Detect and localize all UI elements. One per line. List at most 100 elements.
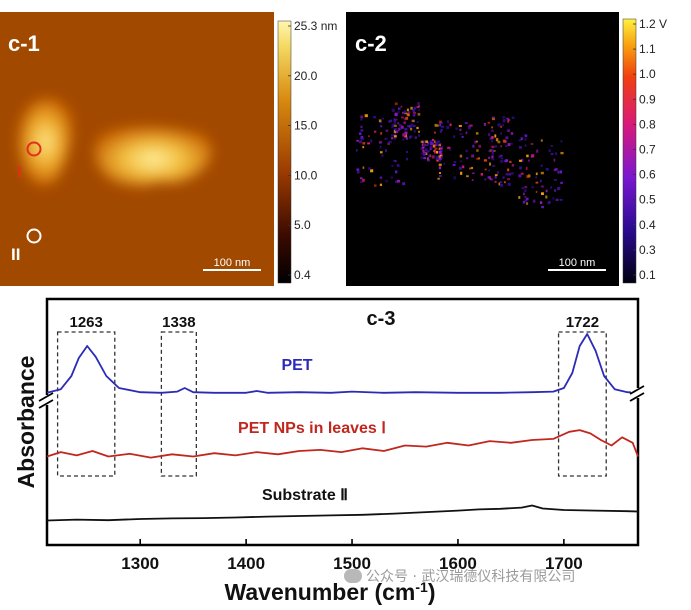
x-tick-label: 1400 bbox=[227, 554, 265, 573]
speckle bbox=[553, 179, 557, 181]
peak-box-label: 1263 bbox=[70, 314, 103, 331]
speckle bbox=[455, 127, 458, 130]
speckle bbox=[393, 160, 396, 162]
speckle bbox=[447, 120, 449, 124]
speckle bbox=[406, 112, 410, 116]
c2-signal-speckles bbox=[356, 102, 564, 209]
speckle bbox=[412, 114, 415, 117]
speckle bbox=[391, 109, 395, 112]
speckle bbox=[491, 126, 493, 129]
speckle bbox=[427, 141, 429, 145]
speckle bbox=[510, 142, 514, 145]
speckle bbox=[510, 132, 514, 135]
speckle bbox=[489, 176, 492, 180]
speckle bbox=[385, 149, 387, 153]
speckle bbox=[395, 180, 399, 183]
speckle bbox=[508, 173, 512, 176]
speckle bbox=[356, 170, 360, 174]
speckle bbox=[439, 129, 443, 133]
speckle bbox=[437, 156, 439, 160]
speckle bbox=[390, 176, 394, 179]
speckle bbox=[438, 166, 441, 170]
speckle bbox=[432, 144, 436, 148]
speckle bbox=[356, 168, 360, 171]
speckle bbox=[493, 150, 496, 152]
speckle bbox=[436, 143, 440, 147]
colorbar-tick-label: 15.0 bbox=[294, 119, 318, 133]
speckle bbox=[435, 158, 439, 161]
speckle bbox=[535, 172, 538, 176]
speckle bbox=[412, 109, 416, 113]
speckle bbox=[540, 185, 544, 188]
speckle bbox=[489, 162, 492, 166]
peak-box bbox=[557, 331, 607, 477]
speckle bbox=[491, 145, 495, 148]
speckle bbox=[362, 166, 365, 169]
speckle bbox=[560, 181, 564, 185]
speckle bbox=[429, 142, 433, 146]
speckle bbox=[402, 138, 405, 141]
speckle bbox=[418, 130, 421, 133]
speckle bbox=[476, 140, 478, 143]
speckle bbox=[492, 164, 496, 168]
speckle bbox=[557, 187, 561, 191]
peak-box bbox=[160, 331, 197, 477]
x-axis-ticks: 1300 1400 1500 1600 1700 bbox=[121, 539, 583, 573]
speckle bbox=[483, 159, 488, 162]
c3-title: c-3 bbox=[367, 308, 396, 330]
speckle bbox=[464, 122, 468, 124]
speckle bbox=[461, 135, 464, 138]
speckle bbox=[417, 112, 421, 116]
speckle bbox=[439, 174, 442, 178]
speckle bbox=[428, 154, 431, 157]
speckle bbox=[400, 125, 404, 129]
speckle bbox=[439, 123, 442, 127]
speckle bbox=[550, 145, 553, 147]
speckle bbox=[431, 155, 435, 159]
speckle bbox=[367, 135, 370, 138]
speckle bbox=[532, 199, 536, 203]
speckle bbox=[393, 133, 396, 136]
speckle bbox=[497, 123, 501, 127]
series-labels: PET PET NPs in leaves Ⅰ Substrate Ⅱ bbox=[238, 357, 386, 504]
speckle bbox=[370, 139, 373, 143]
speckle bbox=[520, 137, 524, 140]
speckle bbox=[404, 117, 406, 121]
speckle bbox=[488, 150, 491, 152]
speckle bbox=[545, 195, 548, 199]
colorbar-tick-label: 10.0 bbox=[294, 168, 318, 182]
speckle bbox=[548, 200, 551, 204]
speckle bbox=[541, 205, 544, 209]
speckle bbox=[505, 136, 509, 140]
speckle bbox=[459, 154, 463, 158]
speckle bbox=[511, 116, 515, 119]
speckle bbox=[405, 137, 409, 140]
speckle bbox=[491, 129, 494, 132]
speckle bbox=[548, 149, 551, 153]
speckle bbox=[511, 164, 514, 167]
speckle bbox=[399, 124, 402, 127]
speckle bbox=[388, 120, 391, 123]
speckle bbox=[423, 157, 426, 159]
speckle bbox=[520, 172, 524, 175]
speckle bbox=[402, 133, 405, 137]
speckle bbox=[501, 157, 503, 160]
speckle bbox=[557, 170, 560, 174]
speckle bbox=[418, 134, 420, 137]
speckle bbox=[360, 125, 363, 128]
speckle bbox=[434, 151, 437, 154]
speckle bbox=[434, 123, 437, 127]
speckle bbox=[459, 160, 463, 163]
series-label: PET bbox=[281, 357, 312, 374]
speckle bbox=[374, 184, 377, 187]
speckle bbox=[488, 156, 491, 159]
speckle bbox=[460, 171, 463, 175]
speckle bbox=[393, 118, 396, 121]
speckle bbox=[495, 138, 499, 142]
speckle bbox=[466, 175, 469, 178]
speckle bbox=[438, 157, 442, 160]
speckle bbox=[472, 172, 475, 175]
speckle bbox=[367, 142, 370, 145]
speckle bbox=[378, 141, 382, 144]
